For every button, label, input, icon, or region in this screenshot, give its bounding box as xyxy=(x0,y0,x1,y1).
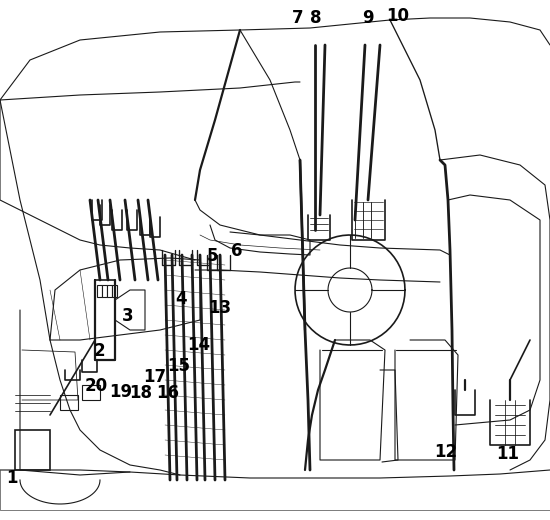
Text: 19: 19 xyxy=(109,383,133,401)
Text: 3: 3 xyxy=(122,307,134,325)
Text: 17: 17 xyxy=(144,368,167,386)
Text: 2: 2 xyxy=(93,342,105,360)
Text: 7: 7 xyxy=(292,9,304,27)
Text: 12: 12 xyxy=(434,443,458,461)
Text: 13: 13 xyxy=(208,299,232,317)
Text: 16: 16 xyxy=(157,384,179,402)
Text: 5: 5 xyxy=(206,247,218,265)
Text: 15: 15 xyxy=(168,357,190,375)
Text: 11: 11 xyxy=(497,445,520,463)
Bar xyxy=(82,385,100,400)
Bar xyxy=(97,285,102,297)
Text: 10: 10 xyxy=(387,7,410,25)
Text: 1: 1 xyxy=(6,469,18,487)
Bar xyxy=(102,285,107,297)
Text: 8: 8 xyxy=(310,9,322,27)
Text: 9: 9 xyxy=(362,9,374,27)
Text: 18: 18 xyxy=(129,384,152,402)
Bar xyxy=(107,285,112,297)
Text: 6: 6 xyxy=(231,242,243,260)
Bar xyxy=(60,395,78,410)
Text: 4: 4 xyxy=(175,290,187,308)
Bar xyxy=(112,285,117,297)
Bar xyxy=(15,430,50,470)
Text: 14: 14 xyxy=(188,336,211,354)
Text: 20: 20 xyxy=(85,377,108,395)
